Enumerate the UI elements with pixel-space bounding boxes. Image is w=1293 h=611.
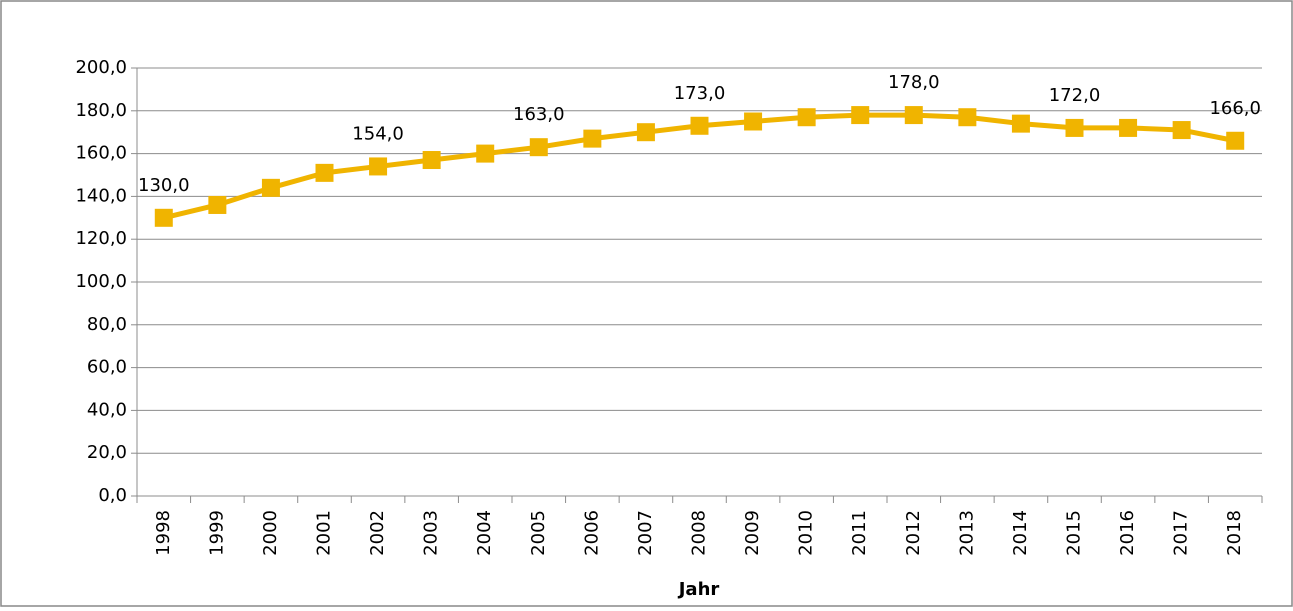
- data-marker: [1119, 118, 1138, 137]
- x-tick-label: 2008: [689, 510, 710, 556]
- x-tick-label: 2003: [421, 510, 442, 556]
- x-tick-label: 2017: [1171, 510, 1192, 556]
- x-tick-label: 2006: [581, 510, 602, 556]
- data-marker: [1011, 114, 1030, 133]
- data-label: 178,0: [888, 72, 940, 93]
- data-marker: [1065, 118, 1084, 137]
- x-tick-label: 2015: [1064, 510, 1085, 556]
- data-label: 154,0: [352, 123, 404, 144]
- y-tick-label: 140,0: [75, 185, 127, 206]
- y-tick-label: 20,0: [87, 442, 127, 463]
- x-tick-label: 2004: [474, 510, 495, 556]
- y-tick-label: 120,0: [75, 228, 127, 249]
- x-tick-label: 2013: [956, 510, 977, 556]
- data-marker: [1172, 121, 1191, 140]
- data-label: 166,0: [1209, 98, 1261, 119]
- data-label: 173,0: [674, 83, 726, 104]
- data-marker: [797, 108, 816, 127]
- y-tick-label: 40,0: [87, 399, 127, 420]
- data-marker: [208, 195, 227, 214]
- data-marker: [422, 151, 441, 170]
- data-marker: [315, 163, 334, 182]
- data-marker: [1226, 131, 1245, 150]
- data-marker: [529, 138, 548, 157]
- x-axis-title: Jahr: [677, 579, 720, 600]
- y-tick-label: 0,0: [98, 485, 127, 506]
- data-marker: [261, 178, 280, 197]
- data-marker: [154, 208, 173, 227]
- y-tick-label: 200,0: [75, 57, 127, 78]
- x-tick-label: 2000: [260, 510, 281, 556]
- x-tick-label: 2002: [367, 510, 388, 556]
- y-tick-label: 180,0: [75, 100, 127, 121]
- data-marker: [851, 106, 870, 125]
- x-tick-label: 1999: [206, 510, 227, 556]
- data-marker: [904, 106, 923, 125]
- x-tick-label: 2011: [849, 510, 870, 556]
- data-marker: [583, 129, 602, 148]
- data-marker: [476, 144, 495, 163]
- x-tick-label: 2005: [528, 510, 549, 556]
- x-tick-label: 2016: [1117, 510, 1138, 556]
- x-tick-label: 2018: [1224, 510, 1245, 556]
- y-tick-label: 60,0: [87, 357, 127, 378]
- x-tick-label: 2007: [635, 510, 656, 556]
- x-tick-label: 2014: [1010, 510, 1031, 556]
- x-tick-label: 2001: [314, 510, 335, 556]
- x-tick-label: 2012: [903, 510, 924, 556]
- data-marker: [690, 116, 709, 135]
- x-tick-label: 2009: [742, 510, 763, 556]
- x-tick-label: 2010: [796, 510, 817, 556]
- y-tick-label: 160,0: [75, 143, 127, 164]
- x-tick-label: 1998: [153, 510, 174, 556]
- data-marker: [636, 123, 655, 142]
- data-label: 163,0: [513, 104, 565, 125]
- data-marker: [744, 112, 763, 131]
- data-marker: [369, 157, 388, 176]
- y-tick-label: 100,0: [75, 271, 127, 292]
- data-label: 172,0: [1049, 85, 1101, 106]
- data-label: 130,0: [138, 175, 190, 196]
- y-tick-label: 80,0: [87, 314, 127, 335]
- data-marker: [958, 108, 977, 127]
